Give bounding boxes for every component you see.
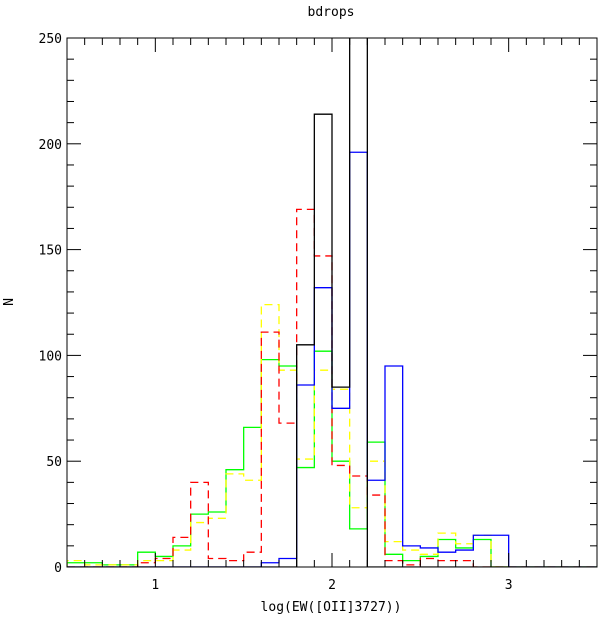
- y-tick-label: 0: [54, 561, 62, 576]
- y-tick-label: 100: [39, 349, 62, 364]
- x-tick-label: 1: [151, 578, 159, 593]
- tick-labels: 1 2 3 0 50 100 150 200 250: [39, 32, 513, 593]
- histogram-series-0: [67, 38, 597, 567]
- y-tick-label: 150: [39, 244, 62, 259]
- axis-ticks: [66, 37, 598, 568]
- y-axis-label: N: [2, 298, 17, 306]
- x-tick-label: 3: [505, 578, 513, 593]
- x-axis-label: log(EW([OII]3727)): [261, 600, 402, 615]
- y-tick-label: 200: [39, 138, 62, 153]
- y-tick-label: 250: [39, 32, 62, 47]
- chart-title: bdrops: [308, 5, 355, 20]
- y-tick-label: 50: [46, 455, 62, 470]
- histogram-series-group: [67, 38, 597, 567]
- x-tick-label: 2: [328, 578, 336, 593]
